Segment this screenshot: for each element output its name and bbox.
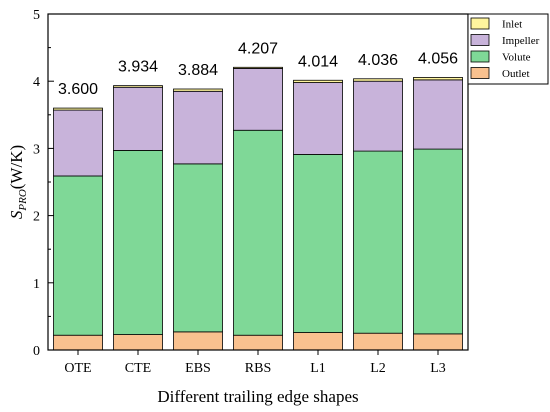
bar-segment-volute-l1 <box>293 154 343 333</box>
bar-segment-volute-cte <box>113 150 163 335</box>
y-tick-label-5: 5 <box>33 8 40 23</box>
bars-layer <box>53 66 463 351</box>
bar-segment-outlet-l1 <box>293 332 343 351</box>
bar-segment-outlet-ebs <box>173 331 223 351</box>
x-tick-label-l3: L3 <box>430 361 446 376</box>
legend-label-impeller: Impeller <box>502 35 540 47</box>
x-tick-label-l2: L2 <box>370 361 386 376</box>
total-label-rbs: 4.207 <box>238 40 278 57</box>
y-axis-title: SPRO(W/K) <box>7 145 29 219</box>
bar-segment-inlet-l1 <box>293 79 343 83</box>
total-labels-layer: 3.600 3.934 3.884 4.207 4.014 4.036 4.056 <box>58 40 458 98</box>
bar-segment-volute-l3 <box>413 148 463 335</box>
total-label-l3: 4.056 <box>418 50 458 67</box>
legend-swatch-volute <box>470 50 490 63</box>
x-axis: OTE CTE EBS RBS L1 L2 L3 <box>64 350 446 376</box>
legend-swatch-inlet <box>470 17 490 30</box>
y-tick-label-0: 0 <box>33 344 40 359</box>
total-label-ebs: 3.884 <box>178 62 218 79</box>
x-tick-label-ote: OTE <box>64 361 91 376</box>
bar-segment-volute-l2 <box>353 150 403 334</box>
bar-segment-inlet-rbs <box>233 66 283 69</box>
x-tick-label-rbs: RBS <box>245 361 271 376</box>
x-tick-label-ebs: EBS <box>185 361 211 376</box>
bar-segment-outlet-l3 <box>413 333 463 351</box>
total-label-l1: 4.014 <box>298 53 338 70</box>
x-tick-label-cte: CTE <box>125 361 151 376</box>
legend-label-outlet: Outlet <box>502 68 530 80</box>
bar-segment-impeller-l1 <box>293 82 343 155</box>
y-tick-label-4: 4 <box>33 75 40 90</box>
y-axis: 0 1 2 3 4 5 <box>33 8 54 359</box>
legend-swatch-outlet <box>470 67 490 79</box>
legend-label-volute: Volute <box>502 52 531 64</box>
bar-segment-outlet-l2 <box>353 332 403 351</box>
bar-segment-inlet-l2 <box>353 78 403 82</box>
bar-segment-volute-rbs <box>233 129 283 336</box>
bar-segment-inlet-ote <box>53 107 103 111</box>
y-tick-label-2: 2 <box>33 210 40 225</box>
bar-segment-impeller-l2 <box>353 80 403 152</box>
bar-segment-outlet-rbs <box>233 334 283 351</box>
bar-segment-impeller-rbs <box>233 68 283 131</box>
bar-segment-outlet-cte <box>113 334 163 351</box>
bar-segment-impeller-ebs <box>173 90 223 165</box>
bar-segment-impeller-ote <box>53 109 103 177</box>
bar-segment-inlet-cte <box>113 85 163 88</box>
total-label-cte: 3.934 <box>118 59 158 76</box>
legend-label-inlet: Inlet <box>502 19 522 31</box>
bar-segment-volute-ebs <box>173 163 223 333</box>
total-label-l2: 4.036 <box>358 52 398 69</box>
x-axis-title: Different trailing edge shapes <box>157 387 358 406</box>
bar-segment-impeller-l3 <box>413 79 463 150</box>
bar-segment-outlet-ote <box>53 334 103 351</box>
legend: Inlet Impeller Volute Outlet <box>467 13 549 85</box>
bar-segment-volute-ote <box>53 175 103 336</box>
bar-segment-impeller-cte <box>113 86 163 151</box>
y-axis-title-subscript: PRO <box>17 189 29 211</box>
y-tick-label-1: 1 <box>33 277 40 292</box>
bar-segment-inlet-l3 <box>413 77 463 81</box>
y-axis-title-unit: (W/K) <box>7 145 26 189</box>
bar-segment-inlet-ebs <box>173 88 223 92</box>
x-tick-label-l1: L1 <box>310 361 326 376</box>
legend-swatch-impeller <box>470 34 490 46</box>
y-tick-label-3: 3 <box>33 142 40 157</box>
total-label-ote: 3.600 <box>58 81 98 98</box>
y-axis-title-symbol: S <box>7 210 26 219</box>
